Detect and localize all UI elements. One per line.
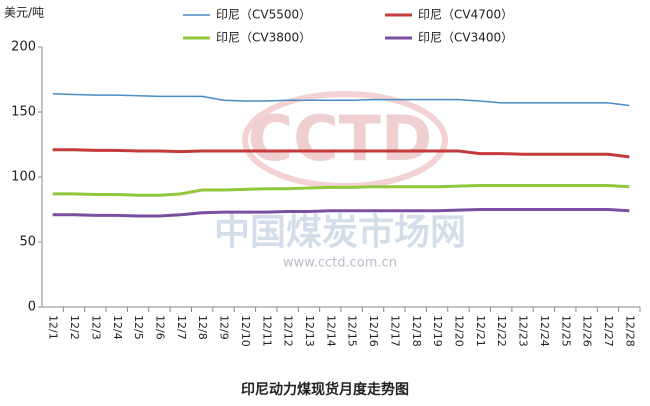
legend-label: 印尼（CV4700） — [418, 8, 513, 22]
x-tick-label: 12/26 — [581, 315, 594, 347]
x-tick-label: 12/4 — [111, 315, 124, 340]
series-line — [52, 208, 630, 218]
watermark: CCTD 中国煤炭市场网 www.cctd.com.cn — [214, 91, 466, 271]
legend-label: 印尼（CV3400） — [418, 31, 513, 45]
x-tick-label: 12/14 — [324, 315, 337, 347]
x-tick-label: 12/13 — [303, 315, 316, 347]
watermark-logo: CCTD — [248, 102, 433, 175]
x-tick-label: 12/25 — [559, 315, 572, 347]
x-tick-label: 12/21 — [474, 315, 487, 347]
x-tick-label: 12/12 — [282, 315, 295, 347]
x-tick-label: 12/3 — [89, 315, 102, 340]
y-tick-label: 200 — [11, 40, 36, 55]
series-line — [52, 93, 630, 107]
y-tick-label: 100 — [11, 170, 36, 185]
series-line — [52, 183, 630, 197]
x-tick-label: 12/8 — [196, 315, 209, 340]
x-tick-label: 12/2 — [68, 315, 81, 340]
chart-title: 印尼动力煤现货月度走势图 — [241, 381, 409, 398]
x-tick-label: 12/10 — [239, 315, 252, 347]
watermark-name: 中国煤炭市场网 — [214, 212, 466, 253]
watermark-url: www.cctd.com.cn — [283, 256, 397, 271]
y-tick-label: 150 — [11, 105, 36, 120]
x-tick-label: 12/6 — [153, 315, 166, 340]
x-tick-label: 12/15 — [346, 315, 359, 347]
x-tick-label: 12/5 — [132, 315, 145, 340]
x-tick-label: 12/11 — [260, 315, 273, 347]
x-tick-label: 12/27 — [602, 315, 615, 347]
x-tick-label: 12/1 — [47, 315, 60, 340]
x-tick-label: 12/16 — [367, 315, 380, 347]
x-tick-label: 12/23 — [517, 315, 530, 347]
y-axis-label: 美元/吨 — [4, 6, 44, 20]
x-tick-label: 12/18 — [410, 315, 423, 347]
legend-label: 印尼（CV5500） — [216, 8, 311, 22]
x-tick-label: 12/17 — [388, 315, 401, 347]
x-tick-label: 12/7 — [175, 315, 188, 340]
x-tick-label: 12/20 — [452, 315, 465, 347]
series-line — [52, 148, 630, 159]
x-tick-label: 12/28 — [623, 315, 636, 347]
legend-label: 印尼（CV3800） — [216, 31, 311, 45]
x-tick-label: 12/22 — [495, 315, 508, 347]
x-tick-label: 12/9 — [218, 315, 231, 340]
x-tick-label: 12/19 — [431, 315, 444, 347]
y-tick-label: 0 — [28, 300, 36, 315]
x-tick-label: 12/24 — [538, 315, 551, 347]
y-tick-label: 50 — [19, 235, 36, 250]
